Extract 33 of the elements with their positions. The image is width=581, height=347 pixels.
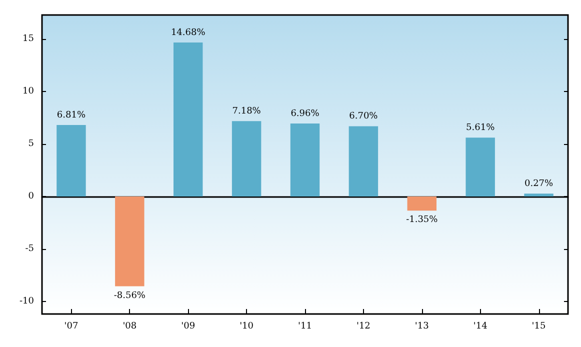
data-label: 14.68% — [170, 28, 206, 38]
x-tick-label: '15 — [532, 322, 546, 332]
x-tick-label: '07 — [64, 322, 78, 332]
bar — [524, 194, 554, 196]
data-label: -8.56% — [114, 290, 146, 301]
data-label: 6.81% — [56, 110, 86, 121]
y-tick-label: -10 — [20, 296, 34, 306]
data-label: -1.35% — [406, 215, 438, 226]
bar — [407, 196, 436, 211]
x-tick-label: '12 — [356, 322, 370, 332]
bar — [348, 126, 378, 196]
y-tick-label: 0 — [28, 192, 34, 202]
y-tick-label: 10 — [22, 86, 34, 97]
x-tick-label: '10 — [240, 322, 254, 332]
data-label: 6.96% — [290, 108, 320, 119]
y-tick-label: 15 — [22, 34, 34, 44]
x-tick-label: '13 — [414, 322, 430, 332]
bar — [232, 121, 262, 196]
data-label: 6.70% — [349, 112, 378, 122]
y-tick-label: 5 — [28, 139, 34, 150]
bar — [56, 125, 86, 196]
data-label: 5.61% — [466, 123, 496, 134]
x-tick-label: '11 — [298, 322, 312, 332]
x-tick-label: '09 — [181, 322, 196, 332]
bar — [290, 123, 320, 196]
data-label: 0.27% — [524, 179, 554, 190]
x-tick-label: '14 — [473, 322, 488, 332]
x-tick-label: '08 — [122, 322, 137, 332]
bar — [115, 196, 144, 286]
bar — [466, 138, 495, 196]
bar — [174, 42, 203, 196]
data-label: 7.18% — [232, 106, 262, 117]
y-tick-label: -5 — [25, 244, 34, 254]
